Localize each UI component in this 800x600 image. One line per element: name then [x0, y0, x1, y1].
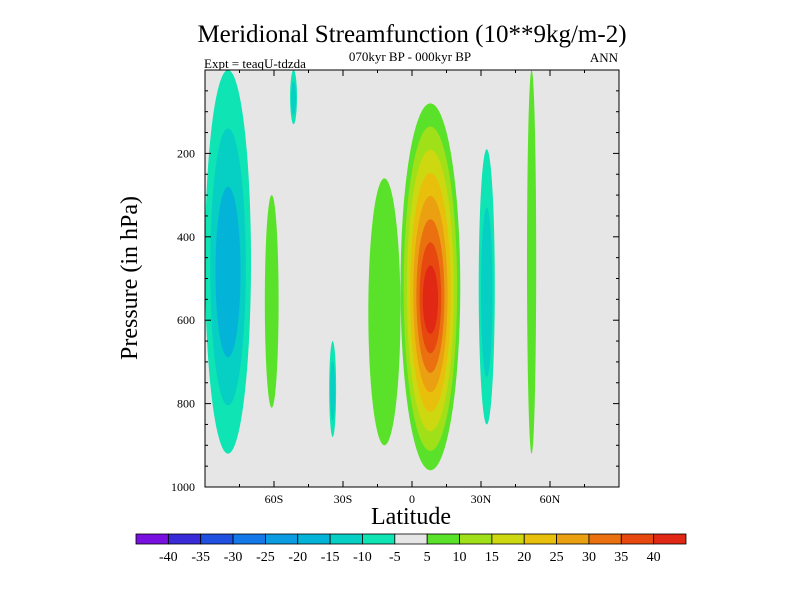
- contour-shell: [481, 207, 493, 378]
- colorbar-label: -10: [353, 550, 372, 565]
- colorbar-swatch: [232, 533, 266, 545]
- plot-area: 60S 30S 0 30N 60N 200 400 600 800 1000: [171, 69, 620, 506]
- contour-shell: [527, 70, 537, 454]
- x-tick-label: 0: [409, 492, 415, 506]
- contour-feature: [527, 70, 537, 454]
- colorbar-label: 25: [550, 550, 564, 565]
- colorbar-swatch: [459, 533, 493, 545]
- colorbar-swatch: [329, 533, 363, 545]
- colorbar-swatch: [265, 533, 299, 545]
- colorbar-label: 30: [582, 550, 596, 565]
- colorbar-swatch: [135, 533, 169, 545]
- contour-shell: [422, 265, 439, 334]
- x-tick-label: 60N: [540, 492, 561, 506]
- colorbar-label: 15: [485, 550, 499, 565]
- colorbar-label: -40: [159, 550, 178, 565]
- colorbar-label: -5: [389, 550, 401, 565]
- contour-feature: [478, 149, 495, 425]
- contour-shell: [215, 186, 241, 358]
- y-tick-label: 400: [177, 230, 195, 244]
- contour-shell: [330, 361, 336, 421]
- colorbar-label: -30: [224, 550, 243, 565]
- colorbar-label: -15: [321, 550, 340, 565]
- y-tick-label: 800: [177, 397, 195, 411]
- contour-shell: [264, 195, 279, 408]
- contour-shell: [368, 178, 401, 446]
- contour-feature: [205, 70, 251, 454]
- y-tick-label: 600: [177, 313, 195, 327]
- x-tick-label: 30S: [334, 492, 353, 506]
- chart-subtitle: 070kyr BP - 000kyr BP: [349, 49, 471, 64]
- colorbar-swatch: [297, 533, 331, 545]
- colorbar-label: 35: [614, 550, 628, 565]
- contour-feature: [290, 70, 297, 125]
- colorbar-swatch: [620, 533, 655, 545]
- season-label: ANN: [590, 50, 619, 65]
- colorbar-label: -25: [256, 550, 275, 565]
- contour-feature: [264, 195, 279, 408]
- chart-title: Meridional Streamfunction (10**9kg/m-2): [197, 21, 626, 48]
- colorbar-label: 20: [517, 550, 531, 565]
- colorbar-swatch: [491, 533, 525, 545]
- contour-feature: [329, 341, 337, 437]
- contour-feature: [400, 103, 461, 471]
- x-tick-label: 60S: [265, 492, 284, 506]
- colorbar-swatch: [200, 533, 234, 545]
- colorbar-label: 10: [453, 550, 467, 565]
- experiment-label: Expt = teaqU-tdzda: [204, 56, 306, 71]
- contour-feature: [368, 178, 401, 446]
- colorbar-swatch: [167, 533, 202, 545]
- y-tick-label: 200: [177, 146, 195, 160]
- y-tick-label: 1000: [171, 480, 195, 494]
- x-axis-label: Latitude: [371, 504, 451, 530]
- contour-shell: [291, 81, 296, 115]
- colorbar-swatch: [556, 533, 590, 545]
- colorbar-swatch: [362, 533, 396, 545]
- colorbar-swatch: [588, 533, 622, 545]
- colorbar-label: -20: [288, 550, 307, 565]
- colorbar-swatch: [394, 533, 428, 545]
- y-axis-label: Pressure (in hPa): [117, 196, 143, 360]
- colorbar: -40 -35 -30 -25 -20 -15 -10 -5 5 10 15 20 25 30 35 40: [135, 533, 687, 565]
- colorbar-swatch: [653, 533, 687, 545]
- colorbar-swatch: [426, 533, 460, 545]
- colorbar-label: 40: [647, 550, 661, 565]
- x-tick-label: 30N: [471, 492, 492, 506]
- colorbar-swatch: [523, 533, 557, 545]
- colorbar-label: 5: [424, 550, 431, 565]
- colorbar-label: -35: [191, 550, 210, 565]
